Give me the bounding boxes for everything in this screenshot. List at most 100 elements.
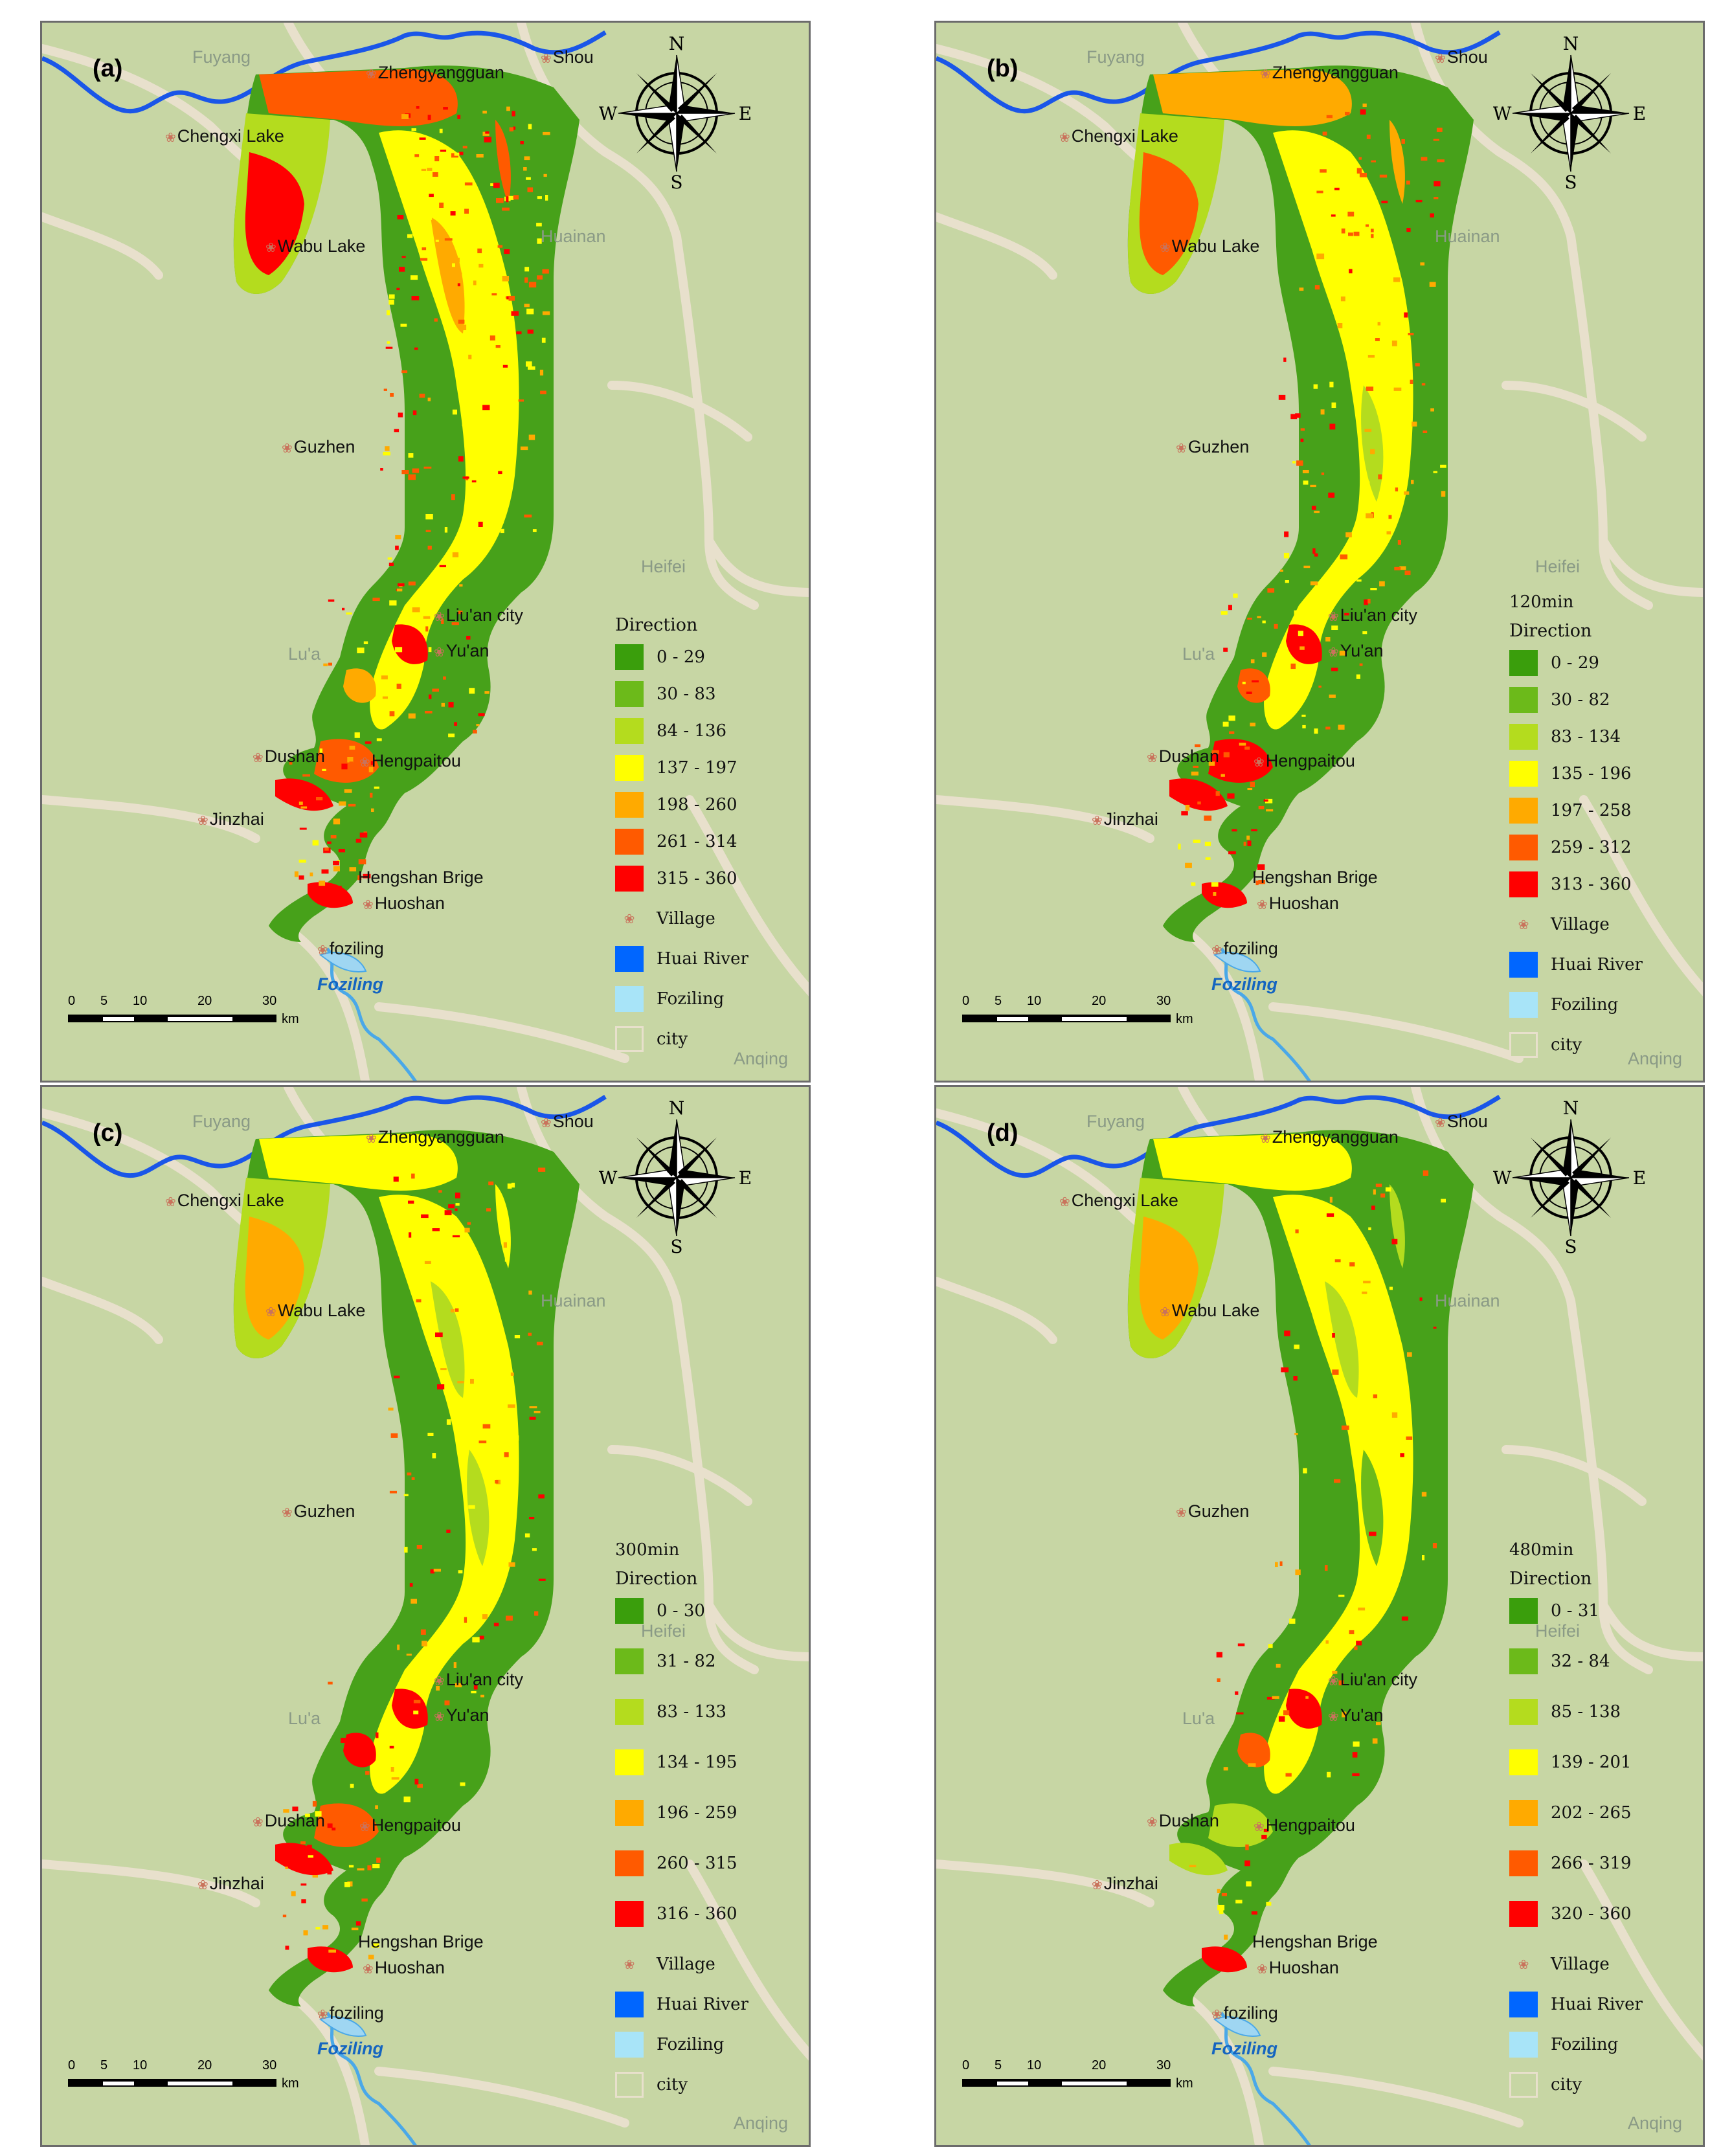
raster-speck [473,280,477,286]
city-swatch [1509,2072,1538,2098]
place-guzhen: ❀Guzhen [282,1501,355,1521]
legend-range: 30 - 82 [1551,690,1610,710]
raster-speck [1294,1433,1298,1435]
raster-speck [385,346,393,349]
raster-speck [1310,581,1318,586]
raster-speck [401,256,406,258]
legend-city: city [615,1026,748,1052]
city-swatch [615,2072,644,2098]
raster-speck [365,1771,370,1775]
raster-speck [1408,333,1414,335]
raster-speck [495,1480,499,1484]
raster-speck [538,1167,546,1172]
raster-speck [411,275,418,280]
raster-speck [355,1921,361,1926]
raster-speck [419,394,425,398]
legend-class-0: 0 - 31 [1509,1598,1643,1624]
raster-speck [408,453,414,458]
raster-speck [489,335,495,341]
raster-speck [1406,1436,1413,1440]
place-huoshan: ❀Huoshan [1257,893,1339,913]
raster-speck [503,1242,507,1248]
main-stripe-1 [431,1281,465,1398]
compass-rose: N S E W [599,1097,754,1257]
raster-speck [398,412,403,418]
raster-speck [298,859,306,863]
raster-speck [1340,554,1348,559]
raster-speck [510,1372,514,1376]
raster-speck [439,565,446,568]
legend-swatch [1509,724,1538,750]
legend-swatch [615,1648,644,1674]
raster-speck [285,1946,289,1950]
scale-tick: 5 [995,2058,1002,2072]
map-panel-d: (d) Fuyang ❀Shou ❀Zhengyangguan ❀Chengxi… [934,1085,1705,2147]
watershed-area [1127,1130,1474,2006]
raster-speck [452,409,457,415]
raster-speck [1366,387,1374,391]
raster-speck [1276,1663,1281,1668]
legend-village: ❀ Village [1509,912,1643,938]
legend-range: 260 - 315 [657,1854,737,1873]
raster-speck [408,474,416,480]
place-hengpaitou: ❀Hengpaitou [359,1815,461,1835]
raster-speck [543,131,550,135]
liuan-spot [392,624,428,664]
raster-speck [1371,234,1374,238]
raster-speck [424,1261,431,1264]
legend-class-4: 196 - 259 [615,1800,748,1826]
raster-speck [1352,1752,1358,1758]
legend-range: 316 - 360 [657,1904,737,1924]
raster-speck [1281,1367,1289,1373]
raster-speck [1293,1376,1298,1381]
raster-speck [407,234,413,238]
raster-speck [1211,882,1219,887]
legend-range: 139 - 201 [1551,1753,1632,1772]
legend-range: 32 - 84 [1551,1652,1610,1671]
raster-speck [328,1681,333,1685]
raster-speck [511,1435,519,1441]
raster-speck [403,1494,409,1496]
raster-speck [1303,1468,1307,1474]
raster-speck [1185,862,1192,868]
scale-tick: 20 [1092,2058,1107,2072]
raster-speck [401,370,408,374]
raster-speck [376,1858,381,1863]
raster-speck [298,802,303,805]
raster-speck [444,164,449,168]
south-patch [1237,668,1270,703]
raster-speck [389,1746,394,1749]
raster-speck [1364,429,1372,432]
raster-speck [1337,323,1343,329]
raster-speck [1223,647,1228,652]
raster-speck [1265,798,1273,803]
raster-speck [451,622,459,625]
place-dushan: ❀Dushan [1147,747,1219,766]
raster-speck [497,245,503,248]
raster-speck [1420,262,1425,266]
raster-speck [1292,461,1296,464]
village-marker-icon: ❀ [1254,756,1265,770]
place-shou: ❀Shou [1435,1112,1488,1131]
raster-speck [529,1406,537,1409]
place-dushan: ❀Dushan [1147,1811,1219,1830]
raster-speck [460,361,466,364]
watershed-main-inner [370,1195,519,1794]
legend-range: 315 - 360 [657,869,737,888]
raster-speck [482,1293,489,1296]
raster-speck [437,150,440,154]
raster-speck [419,137,426,140]
raster-speck [439,128,443,133]
raster-speck [489,1318,497,1322]
raster-speck [450,211,456,216]
raster-speck [441,618,444,624]
raster-speck [1404,491,1410,495]
raster-speck [537,275,543,280]
raster-speck [1294,610,1298,615]
raster-speck [493,1623,499,1626]
place-heifei: Heifei [1535,557,1580,576]
liuan-spot [1286,1689,1322,1729]
raster-speck [300,1883,307,1886]
legend-class-5: 266 - 319 [1509,1850,1643,1876]
raster-speck [394,647,403,653]
